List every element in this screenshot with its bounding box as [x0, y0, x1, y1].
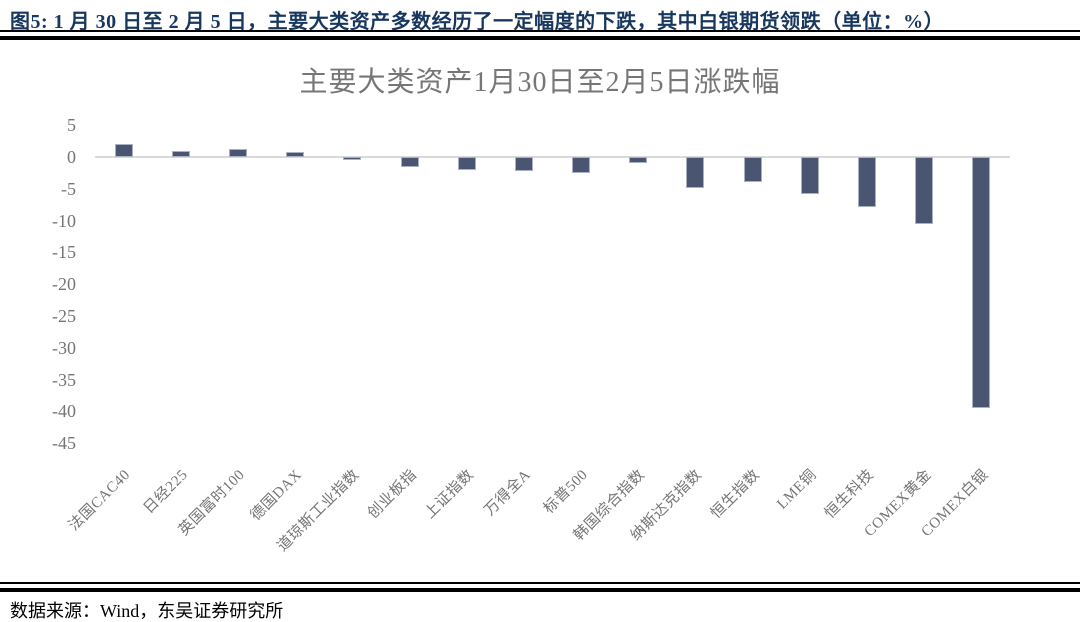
- bar: [686, 157, 705, 189]
- bar: [800, 157, 819, 194]
- bar: [514, 157, 533, 171]
- y-tick-label: -20: [52, 274, 76, 295]
- bar: [629, 157, 648, 164]
- bar: [858, 157, 877, 208]
- y-tick-label: 0: [67, 147, 76, 167]
- bar: [171, 151, 190, 157]
- zero-gridline: [95, 156, 1010, 158]
- bar: [343, 157, 362, 160]
- bar: [457, 157, 476, 170]
- y-tick-label: -25: [52, 306, 76, 326]
- figure-caption: 图5: 1 月 30 日至 2 月 5 日，主要大类资产多数经历了一定幅度的下跌…: [10, 11, 945, 33]
- footer-rule-thin: [0, 582, 1080, 584]
- y-tick-label: -35: [52, 369, 76, 390]
- bar: [228, 148, 247, 157]
- header-rule-thick: [0, 36, 1080, 40]
- y-tick-label: -15: [52, 242, 76, 263]
- bar: [572, 157, 591, 173]
- bar: [972, 157, 991, 409]
- bar: [286, 151, 305, 157]
- chart-title: 主要大类资产1月30日至2月5日涨跌幅: [299, 67, 781, 98]
- y-tick-label: 5: [67, 115, 76, 136]
- y-tick-label: -10: [52, 210, 76, 231]
- bar: [915, 157, 934, 225]
- data-source: 数据来源：Wind，东吴证券研究所: [10, 601, 284, 621]
- bar: [114, 143, 133, 157]
- bar: [743, 157, 762, 182]
- header-rule-thin: [0, 30, 1080, 32]
- footer-rule-thick: [0, 588, 1080, 592]
- bar: [400, 157, 419, 167]
- y-tick-label: -40: [52, 401, 76, 422]
- y-tick-label: -5: [61, 178, 76, 199]
- y-tick-label: -45: [52, 433, 76, 454]
- y-tick-label: -30: [52, 337, 76, 358]
